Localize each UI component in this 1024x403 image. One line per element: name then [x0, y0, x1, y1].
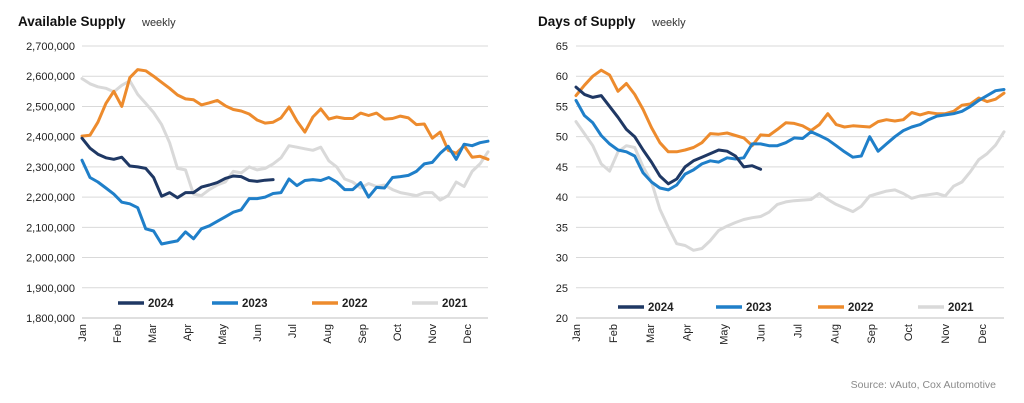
y-tick-label: 55 — [556, 101, 568, 113]
x-tick-label: Jul — [792, 324, 804, 338]
legend-label-2023: 2023 — [746, 302, 772, 314]
x-tick-label: Dec — [462, 324, 474, 344]
legend-label-2021: 2021 — [948, 302, 974, 314]
y-tick-label: 1,800,000 — [26, 313, 75, 325]
y-tick-label: 2,500,000 — [26, 101, 75, 113]
y-tick-label: 2,200,000 — [26, 192, 75, 204]
x-tick-label: Feb — [112, 324, 124, 343]
y-tick-label: 2,600,000 — [26, 71, 75, 83]
series-line-2024 — [574, 85, 763, 186]
series-line-2022 — [80, 68, 490, 161]
x-tick-label: Mar — [645, 324, 657, 343]
x-tick-label: May — [217, 324, 229, 345]
legend-label-2021: 2021 — [442, 298, 468, 310]
y-tick-label: 2,000,000 — [26, 253, 75, 265]
chart-subtitle: weekly — [141, 17, 176, 29]
series-line-2023 — [80, 139, 490, 246]
x-tick-label: Sep — [357, 324, 369, 344]
x-tick-label: Jan — [571, 324, 583, 342]
chart-panel-1: Available Supply weekly 1,800,000 1,900,000… — [18, 14, 490, 345]
series-line-2022 — [574, 68, 1006, 154]
y-tick-label: 2,400,000 — [26, 132, 75, 144]
y-tick-label: 30 — [556, 253, 568, 265]
y-tick-label: 45 — [556, 162, 568, 174]
chart-title: Days of Supply — [538, 14, 636, 29]
y-tick-label: 60 — [556, 71, 568, 83]
x-tick-label: Mar — [147, 324, 159, 343]
x-tick-label: Aug — [322, 324, 334, 344]
series-line-2024 — [80, 136, 275, 200]
legend-label-2022: 2022 — [848, 302, 874, 314]
x-tick-label: Sep — [866, 324, 878, 344]
x-tick-label: Jan — [77, 324, 89, 342]
x-tick-label: Jul — [287, 324, 299, 338]
chart-panel-2: Days of Supply weekly 20 25 30 35 40 45 50 55 60 65… — [538, 14, 1006, 345]
y-tick-label: 65 — [556, 41, 568, 53]
x-tick-label: Aug — [829, 324, 841, 344]
x-tick-label: Apr — [682, 324, 694, 341]
series-line-2021 — [574, 120, 1006, 252]
y-tick-label: 40 — [556, 192, 568, 204]
series-line-2021 — [80, 77, 490, 202]
x-tick-label: Oct — [392, 324, 404, 341]
x-tick-label: Oct — [903, 324, 915, 341]
y-tick-label: 20 — [556, 313, 568, 325]
legend-label-2023: 2023 — [242, 298, 268, 310]
chart-title: Available Supply — [18, 14, 126, 29]
legend-label-2024: 2024 — [148, 298, 174, 310]
x-tick-label: May — [719, 324, 731, 345]
chart-subtitle: weekly — [651, 17, 686, 29]
x-tick-label: Jun — [252, 324, 264, 342]
y-tick-label: 2,100,000 — [26, 222, 75, 234]
y-tick-label: 25 — [556, 283, 568, 295]
y-tick-label: 50 — [556, 132, 568, 144]
x-tick-label: Jun — [755, 324, 767, 342]
x-tick-label: Nov — [940, 324, 952, 344]
legend-label-2022: 2022 — [342, 298, 368, 310]
legend-label-2024: 2024 — [648, 302, 674, 314]
x-tick-label: Feb — [608, 324, 620, 343]
y-tick-label: 1,900,000 — [26, 283, 75, 295]
series-line-2023 — [574, 88, 1006, 192]
y-tick-label: 2,700,000 — [26, 41, 75, 53]
source-note: Source: vAuto, Cox Automotive — [850, 379, 996, 391]
x-tick-label: Apr — [182, 324, 194, 341]
x-tick-label: Nov — [427, 324, 439, 344]
x-tick-label: Dec — [977, 324, 989, 344]
y-tick-label: 35 — [556, 222, 568, 234]
y-tick-label: 2,300,000 — [26, 162, 75, 174]
